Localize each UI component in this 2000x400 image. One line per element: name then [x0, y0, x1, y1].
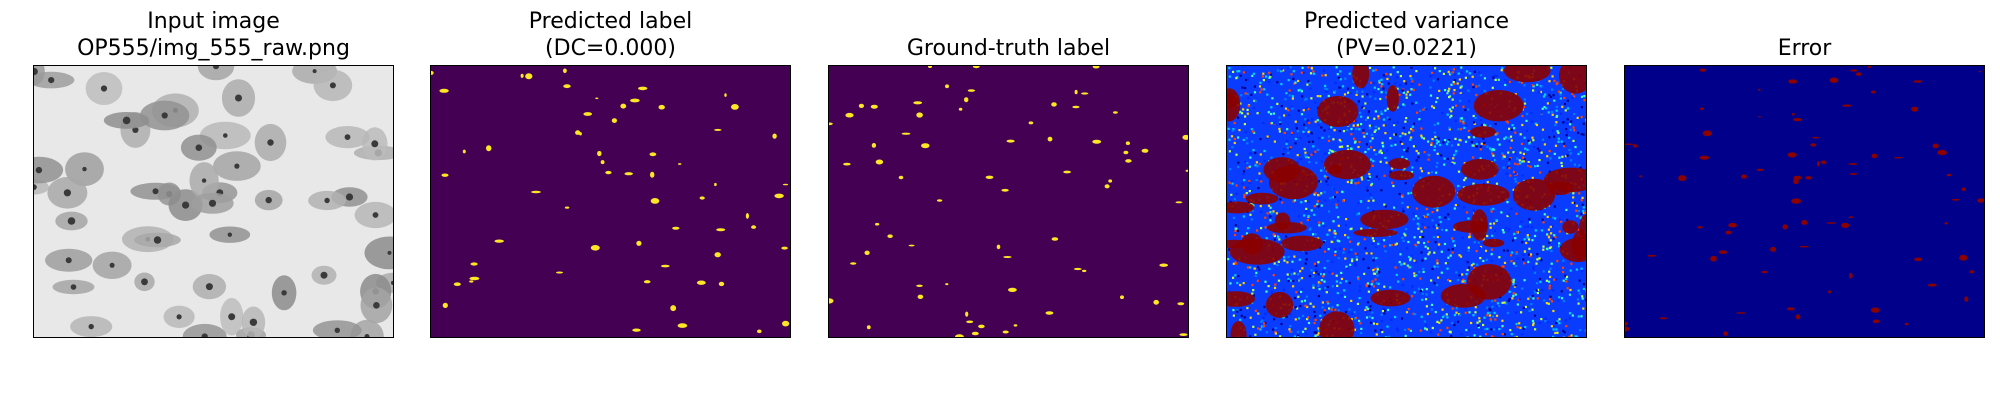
panel-title: Input image OP555/img_555_raw.png	[33, 8, 394, 62]
title-line-1: Ground-truth label	[906, 36, 1111, 61]
panel-title: Predicted label (DC=0.000)	[430, 8, 791, 62]
panel-title: Error	[1624, 35, 1985, 62]
predicted-label-image	[430, 65, 791, 338]
title-line-2: (PV=0.0221)	[1336, 36, 1477, 61]
title-line-1: Input image	[147, 9, 280, 34]
panel-predicted-label: Predicted label (DC=0.000)	[430, 0, 791, 340]
title-line-1: Predicted label	[528, 9, 693, 34]
panel-error: Error	[1624, 0, 1985, 340]
predicted-variance-image	[1226, 65, 1587, 338]
panel-predicted-variance: Predicted variance (PV=0.0221)	[1226, 0, 1587, 340]
panel-input-image: Input image OP555/img_555_raw.png	[33, 0, 394, 340]
title-line-2: (DC=0.000)	[545, 36, 676, 61]
title-line-1: Predicted variance	[1304, 9, 1509, 34]
title-line-2: OP555/img_555_raw.png	[77, 36, 350, 61]
panel-ground-truth-label: Ground-truth label	[828, 0, 1189, 340]
title-line-1: Error	[1777, 36, 1832, 61]
error-image	[1624, 65, 1985, 338]
ground-truth-label-image	[828, 65, 1189, 338]
input-image	[33, 65, 394, 338]
panel-title: Ground-truth label	[828, 35, 1189, 62]
panel-title: Predicted variance (PV=0.0221)	[1226, 8, 1587, 62]
